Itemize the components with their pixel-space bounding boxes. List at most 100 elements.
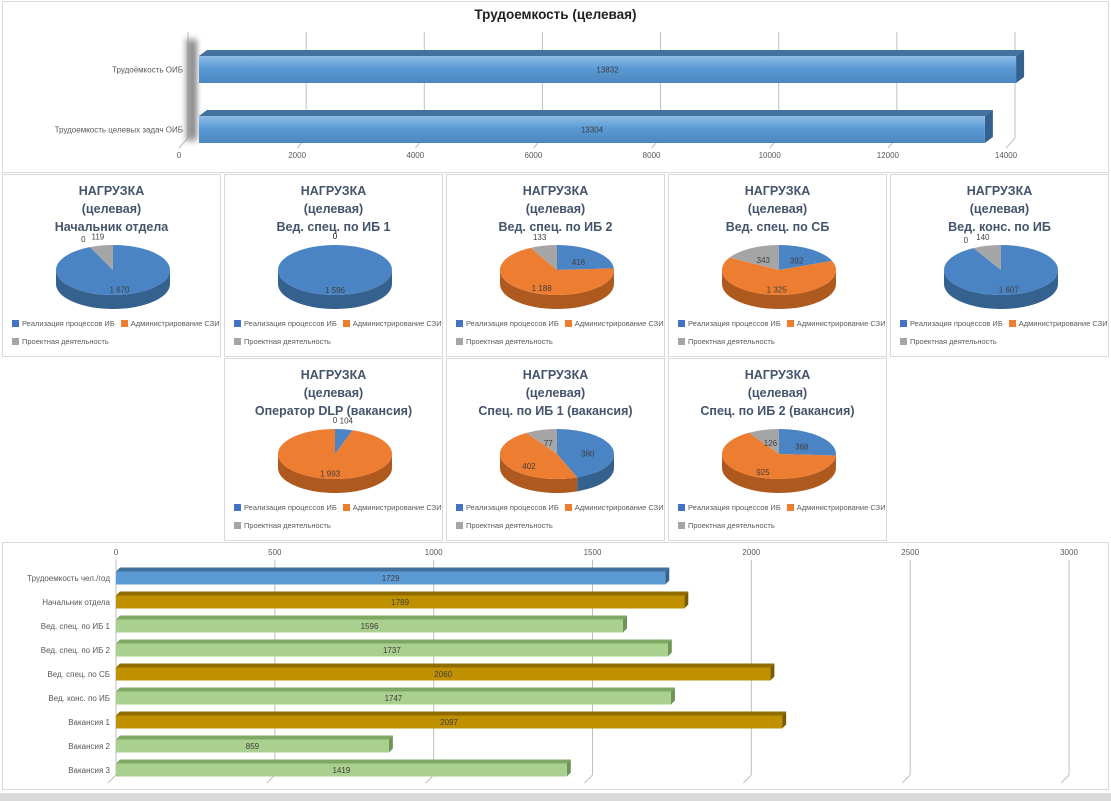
bar-side-face [984, 110, 993, 143]
pie-lead-spec-sb-cell[interactable]: НАГРУЗКА (целевая) Вед. спец. по СБ 392 1 32… [668, 174, 887, 357]
legend-label: Администрирование СЗИ [574, 503, 664, 512]
bar[interactable] [116, 715, 783, 729]
pie-dlp-operator-cell[interactable]: НАГРУЗКА (целевая) Оператор DLP (вакансия)… [224, 358, 443, 541]
pie-title: НАГРУЗКА (целевая) Вед. спец. по ИБ 2 [447, 182, 664, 236]
pie-lead-spec-ib1-cell[interactable]: НАГРУЗКА (целевая) Вед. спец. по ИБ 1 1 596… [224, 174, 443, 357]
legend-label: Реализация процессов ИБ [688, 319, 781, 328]
pie-value-label: 380 [581, 450, 595, 459]
x-axis-tick-label: 1000 [425, 548, 443, 557]
bar-top-face [116, 639, 672, 644]
bar[interactable] [116, 595, 685, 609]
pie-title-line: НАГРУЗКА [744, 368, 811, 382]
pie-slice[interactable] [89, 245, 113, 270]
bar-value-label: 1747 [385, 694, 403, 703]
legend-label: Реализация процессов ИБ [466, 319, 559, 328]
pie-legend-line: Реализация процессов ИБ Администрирование… [456, 499, 664, 517]
bar[interactable] [116, 691, 671, 705]
pie-slice[interactable] [748, 429, 779, 454]
bar[interactable] [199, 116, 985, 143]
legend-swatch-icon [234, 320, 241, 327]
pie-spec-ib2-vacancy[interactable]: 368 925 126 [669, 419, 888, 511]
bar[interactable] [199, 56, 1017, 83]
legend-label: Проектная деятельность [688, 337, 775, 346]
pie-title: НАГРУЗКА (целевая) Вед. спец. по ИБ 1 [225, 182, 442, 236]
pie-head-of-dept-cell[interactable]: НАГРУЗКА (целевая) Начальник отдела 1 670 0 1… [2, 174, 221, 357]
bar[interactable] [116, 619, 623, 633]
gridline-slant [584, 774, 593, 784]
pie-value-label: 1 596 [325, 286, 346, 295]
pie-lead-spec-ib2[interactable]: 416 1 188 133 [447, 233, 666, 327]
pie-title-line: (целевая) [81, 202, 142, 216]
bar[interactable] [116, 739, 389, 753]
bar[interactable] [116, 571, 666, 585]
bottom-bar-chart-panel[interactable]: 0 500 1000 1500 2000 2500 3000 Трудоемкость чел… [2, 542, 1109, 790]
legend-item: Администрирование СЗИ [564, 503, 664, 512]
bar[interactable] [116, 643, 668, 657]
pie-spec-ib1-vacancy[interactable]: 380 402 77 [447, 419, 666, 511]
legend-item: Реализация процессов ИБ [12, 319, 115, 328]
pie-title-line: Спец. по ИБ 2 (вакансия) [700, 404, 855, 418]
legend-label: Администрирование СЗИ [574, 319, 664, 328]
pie-legend-line: Проектная деятельность [678, 333, 886, 351]
category-label: Вакансия 3 [68, 766, 110, 775]
pie-dlp-operator[interactable]: 104 1 993 0 [225, 416, 444, 511]
pie-slice[interactable] [530, 245, 557, 270]
legend-swatch-icon [786, 504, 794, 511]
pie-value-label: 126 [764, 439, 778, 448]
bar-top-face [199, 50, 1025, 56]
pie-slice[interactable] [278, 245, 392, 295]
legend-swatch-icon [678, 320, 685, 327]
pie-value-label: 0 [333, 232, 338, 241]
pie-slice[interactable] [973, 245, 1001, 270]
pie-title-line: (целевая) [303, 202, 364, 216]
pie-spec-ib1-vacancy-cell[interactable]: НАГРУЗКА (целевая) Спец. по ИБ 1 (вакансия… [446, 358, 665, 541]
pie-side [278, 454, 392, 493]
pie-value-label: 0 [333, 416, 338, 425]
pie-slice[interactable] [526, 429, 557, 454]
pie-head-of-dept[interactable]: 1 670 0 119 [3, 233, 222, 327]
pie-slice[interactable] [557, 429, 614, 478]
pie-slice[interactable] [722, 432, 836, 479]
pie-spec-ib2-vacancy-cell[interactable]: НАГРУЗКА (целевая) Спец. по ИБ 2 (вакансия… [668, 358, 887, 541]
pie-slice[interactable] [557, 245, 614, 270]
pie-value-label: 0 [964, 236, 969, 245]
legend-swatch-icon [456, 522, 463, 529]
pie-slice[interactable] [277, 429, 392, 479]
pie-value-label: 343 [757, 256, 771, 265]
pie-slice[interactable] [729, 245, 779, 270]
pie-slice[interactable] [335, 429, 353, 454]
legend-swatch-icon [678, 522, 685, 529]
pie-value-label: 133 [533, 233, 547, 242]
bar[interactable] [116, 763, 567, 777]
legend-item: Реализация процессов ИБ [234, 319, 337, 328]
bottom-bar-chart[interactable]: 0 500 1000 1500 2000 2500 3000 Трудоемкость чел… [3, 543, 1108, 789]
legend-item: Проектная деятельность [234, 337, 331, 346]
pie-lead-spec-sb[interactable]: 392 1 325 343 [669, 235, 888, 327]
bar-value-label: 859 [246, 742, 260, 751]
top-bar-chart[interactable]: 0 2000 4000 6000 8000 10000 12000 14000 Трудоёмк… [3, 2, 1108, 172]
pie-slice[interactable] [500, 432, 578, 479]
pie-slice[interactable] [779, 429, 836, 456]
pie-lead-cons-ib-cell[interactable]: НАГРУЗКА (целевая) Вед. конс. по ИБ 1 607 0 1… [890, 174, 1109, 357]
gridline-slant [1060, 774, 1070, 784]
pie-slice[interactable] [500, 247, 614, 295]
pie-legend: Реализация процессов ИБ Администрирование… [447, 499, 664, 535]
pie-value-label: 1 188 [532, 284, 553, 293]
legend-label: Реализация процессов ИБ [244, 319, 337, 328]
pie-value-label: 368 [795, 443, 809, 452]
pie-value-label: 402 [522, 462, 536, 471]
pie-lead-spec-ib2-cell[interactable]: НАГРУЗКА (целевая) Вед. спец. по ИБ 2 416 1 … [446, 174, 665, 357]
pie-slice[interactable] [722, 257, 836, 295]
pie-value-label: 0 [333, 232, 338, 241]
pie-lead-cons-ib[interactable]: 1 607 0 140 [891, 233, 1110, 327]
pie-slice[interactable] [779, 245, 833, 270]
x-axis-tick-label: 3000 [1060, 548, 1078, 557]
bar[interactable] [116, 667, 771, 681]
bar-side-face [388, 735, 393, 753]
category-label: Вед. конс. по ИБ [48, 694, 110, 703]
legend-item: Администрирование СЗИ [342, 319, 442, 328]
gridline-slant [742, 774, 752, 784]
x-axis-tick-label: 14000 [995, 151, 1018, 160]
top-bar-chart-panel[interactable]: Трудоемкость (целевая) 0 2000 4000 6000 8000… [2, 1, 1109, 173]
